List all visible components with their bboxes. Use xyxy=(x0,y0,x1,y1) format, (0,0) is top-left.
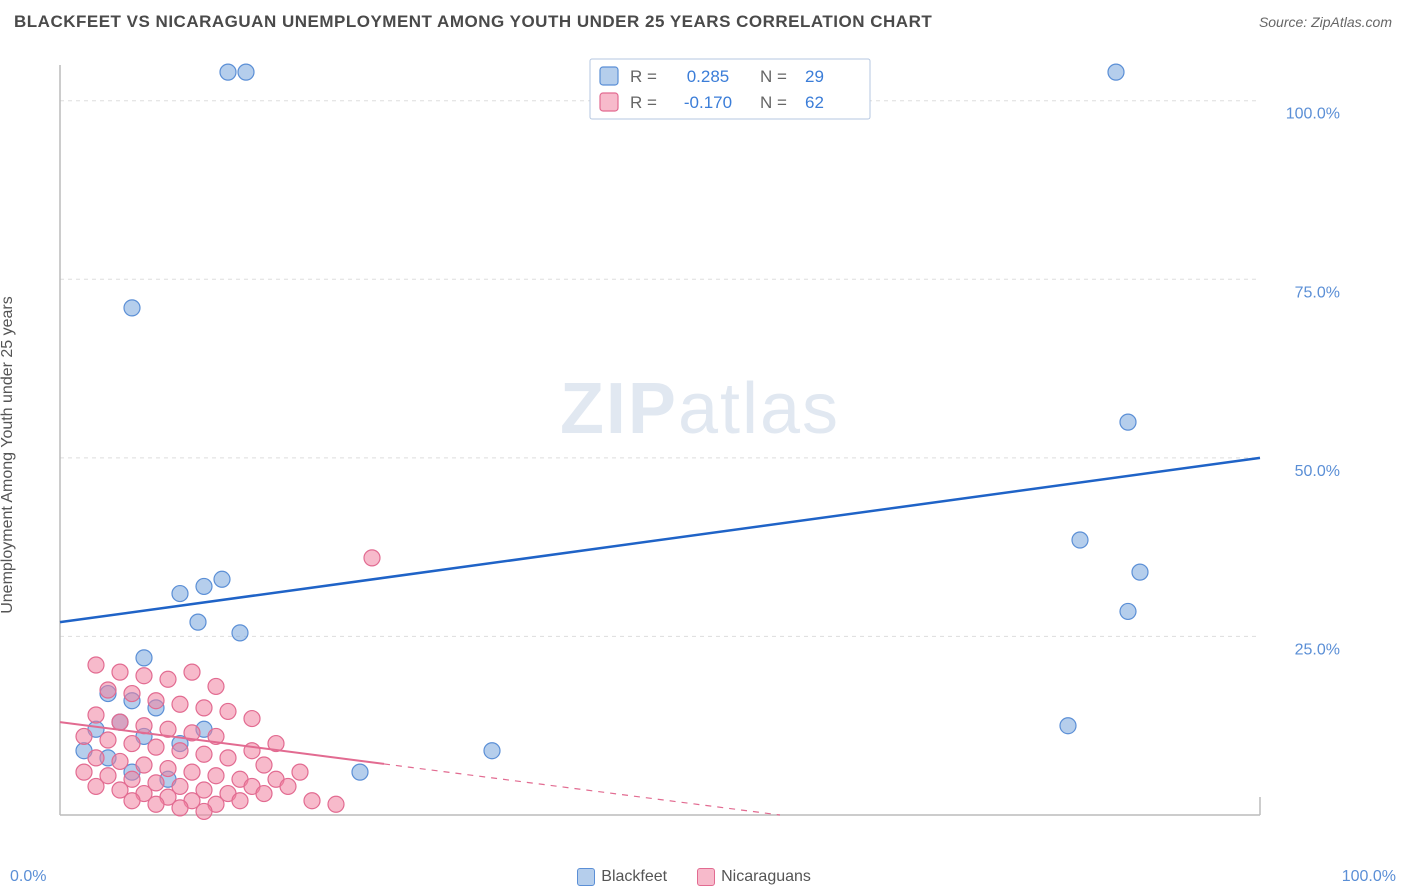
chart-header: BLACKFEET VS NICARAGUAN UNEMPLOYMENT AMO… xyxy=(14,12,1392,32)
svg-text:0.285: 0.285 xyxy=(687,67,730,86)
svg-text:R =: R = xyxy=(630,93,657,112)
svg-text:R =: R = xyxy=(630,67,657,86)
svg-text:25.0%: 25.0% xyxy=(1295,641,1340,658)
svg-text:29: 29 xyxy=(805,67,824,86)
svg-text:N =: N = xyxy=(760,67,787,86)
legend-label: Blackfeet xyxy=(601,868,667,885)
legend-groups: Blackfeet Nicaraguans xyxy=(577,868,811,886)
chart-source: Source: ZipAtlas.com xyxy=(1259,14,1392,30)
svg-text:N =: N = xyxy=(760,93,787,112)
svg-text:75.0%: 75.0% xyxy=(1295,284,1340,301)
chart-title: BLACKFEET VS NICARAGUAN UNEMPLOYMENT AMO… xyxy=(14,12,932,32)
svg-text:100.0%: 100.0% xyxy=(1286,106,1340,123)
y-axis-label: Unemployment Among Youth under 25 years xyxy=(0,296,17,614)
x-axis-min-label: 0.0% xyxy=(10,868,46,886)
bottom-legend: 0.0% Blackfeet Nicaraguans 100.0% xyxy=(0,868,1406,886)
chart-svg: 25.0% 50.0% 75.0% 100.0% R = 0.285 N = 29 R = -0.… xyxy=(50,55,1350,825)
legend-item: Nicaraguans xyxy=(697,868,811,886)
svg-text:-0.170: -0.170 xyxy=(684,93,732,112)
legend-label: Nicaraguans xyxy=(721,868,811,885)
legend-swatch xyxy=(577,868,595,886)
svg-text:62: 62 xyxy=(805,93,824,112)
x-axis-max-label: 100.0% xyxy=(1342,868,1396,886)
legend-swatch xyxy=(697,868,715,886)
svg-text:50.0%: 50.0% xyxy=(1295,463,1340,480)
legend-item: Blackfeet xyxy=(577,868,667,886)
scatter-plot: 25.0% 50.0% 75.0% 100.0% R = 0.285 N = 29 R = -0.… xyxy=(50,55,1350,825)
